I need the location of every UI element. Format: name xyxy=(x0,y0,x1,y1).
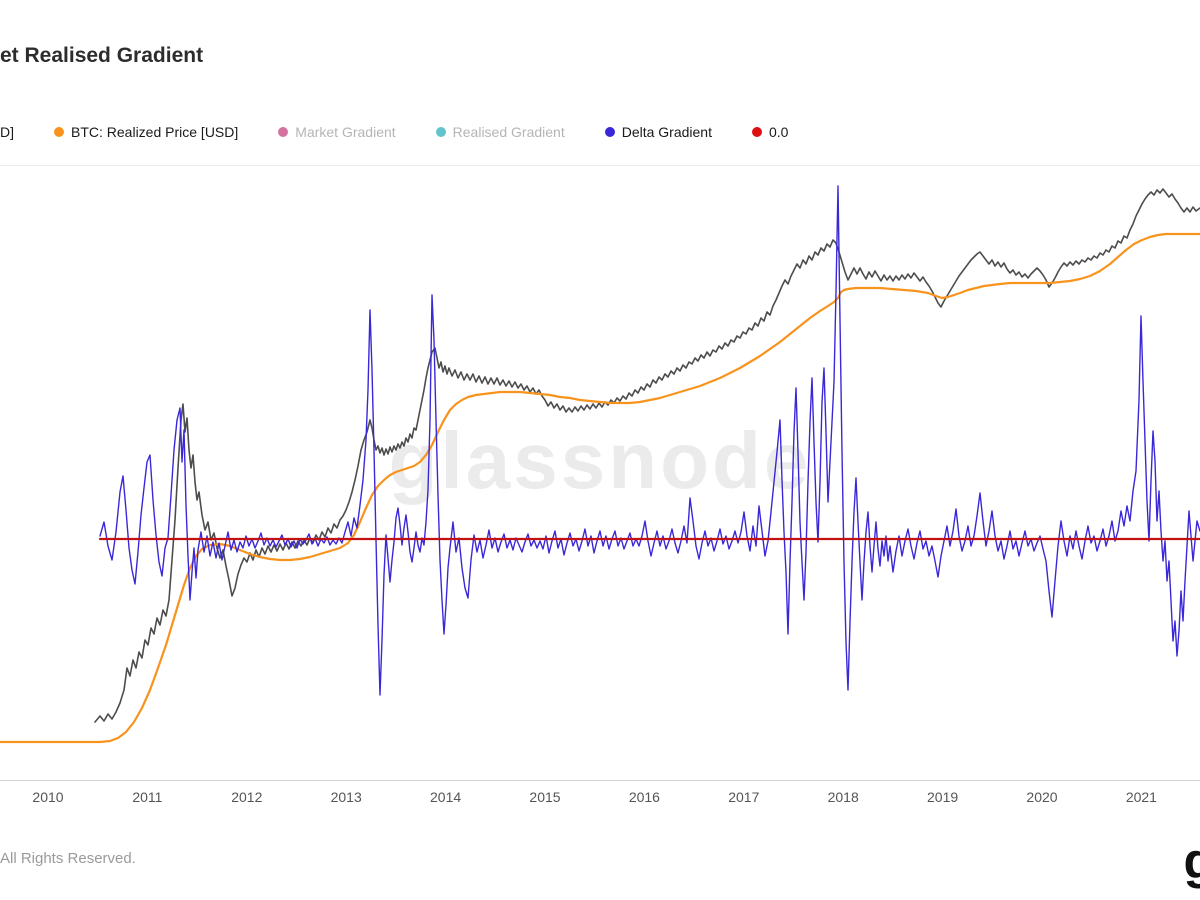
series-btc-price xyxy=(94,188,1200,723)
x-tick-2013: 2013 xyxy=(330,789,362,805)
glassnode-logo-icon: g xyxy=(1183,833,1200,889)
copyright-text: All Rights Reserved. xyxy=(0,850,136,867)
legend-label: Delta Gradient xyxy=(621,124,712,140)
legend-item-realised-gradient[interactable]: Realised Gradient xyxy=(435,124,565,140)
btc-realized-price-legend-dot-icon xyxy=(54,127,64,137)
legend-item-market-gradient[interactable]: Market Gradient xyxy=(278,124,396,140)
legend-label: 0.0 xyxy=(769,124,789,140)
legend-label: Market Gradient xyxy=(295,124,396,140)
x-tick-2021: 2021 xyxy=(1125,789,1157,805)
legend-label: BTC: Realized Price [USD] xyxy=(71,124,239,140)
legend-item-btc-price-usd-partial[interactable]: D] xyxy=(0,124,14,140)
chart-plot-area[interactable] xyxy=(0,165,1200,780)
legend-label: Realised Gradient xyxy=(452,124,565,140)
delta-gradient-legend-dot-icon xyxy=(604,127,615,137)
x-tick-2012: 2012 xyxy=(231,789,263,805)
chart-top-border xyxy=(0,165,1200,166)
series-btc-realized-price xyxy=(0,232,1200,744)
x-tick-2011: 2011 xyxy=(132,789,163,805)
x-tick-2015: 2015 xyxy=(529,789,561,805)
x-tick-2010: 2010 xyxy=(32,789,64,805)
series-delta-gradient xyxy=(99,185,1200,696)
x-axis-line xyxy=(0,780,1200,781)
zero-line-legend-dot-icon xyxy=(752,127,762,137)
x-axis-ticks: 2010 2011 2012 2013 2014 2015 2016 2017 2018 2019… xyxy=(0,789,1200,809)
legend-item-btc-realized-price[interactable]: BTC: Realized Price [USD] xyxy=(54,124,238,140)
x-tick-2018: 2018 xyxy=(827,789,859,805)
glassnode-watermark: glassnode xyxy=(388,416,812,505)
realised-gradient-legend-dot-icon xyxy=(435,127,446,137)
legend-item-zero-line[interactable]: 0.0 xyxy=(752,124,788,140)
legend-item-delta-gradient[interactable]: Delta Gradient xyxy=(604,124,712,140)
x-tick-2020: 2020 xyxy=(1026,789,1058,805)
x-tick-2019: 2019 xyxy=(927,789,959,805)
legend-label: D] xyxy=(0,124,14,140)
x-tick-2016: 2016 xyxy=(628,789,660,805)
x-tick-2017: 2017 xyxy=(728,789,760,805)
chart-legend: D] BTC: Realized Price [USD] Market Gradie… xyxy=(0,121,788,143)
page-title: et Realised Gradient xyxy=(0,44,204,67)
x-tick-2014: 2014 xyxy=(430,789,462,805)
market-gradient-legend-dot-icon xyxy=(278,127,289,137)
